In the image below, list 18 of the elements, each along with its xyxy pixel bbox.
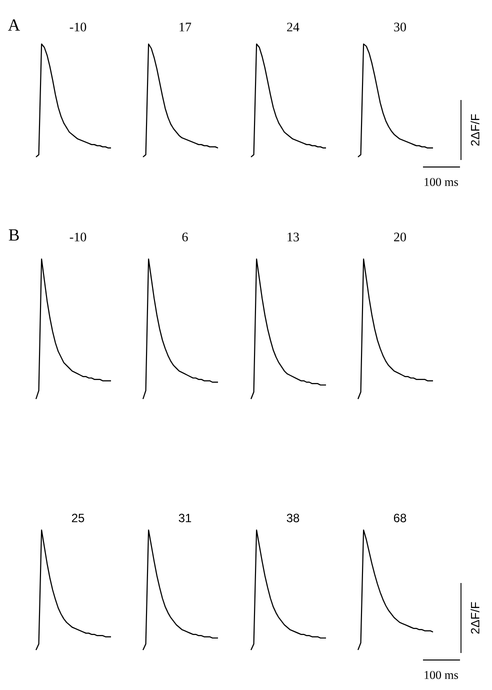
text: 100 ms <box>424 670 458 680</box>
chart-title: -10 <box>70 22 86 32</box>
chart-title: 30 <box>394 22 406 32</box>
chart-title: 24 <box>287 22 300 32</box>
text: B <box>8 229 19 241</box>
text: 2ΔF/F <box>470 114 480 146</box>
chart-title: 17 <box>180 22 192 32</box>
chart-title: 20 <box>394 232 406 242</box>
text: A <box>8 19 20 31</box>
text: 2ΔF/F <box>470 602 480 634</box>
chart-title: 25 <box>72 514 84 522</box>
chart-title: 13 <box>288 232 299 242</box>
text: 100 ms <box>424 178 458 186</box>
chart-title: -10 <box>70 232 86 242</box>
chart-title: 6 <box>182 232 188 242</box>
chart-title: 31 <box>178 514 192 522</box>
chart-title: 38 <box>286 514 300 522</box>
chart-title: 68 <box>394 514 406 522</box>
